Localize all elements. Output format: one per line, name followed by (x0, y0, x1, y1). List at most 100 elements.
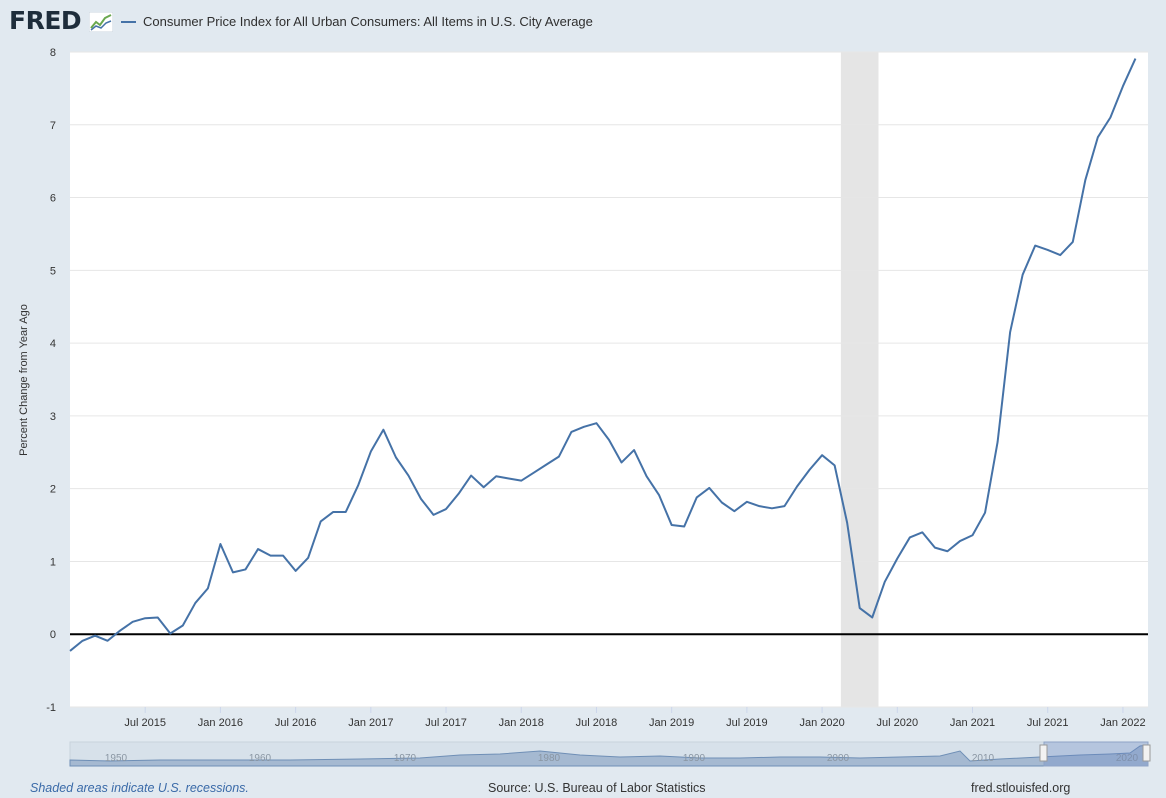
data-point[interactable] (144, 617, 146, 619)
data-point[interactable] (1009, 331, 1011, 333)
data-point[interactable] (646, 475, 648, 477)
data-point[interactable] (1084, 179, 1086, 181)
data-point[interactable] (1122, 85, 1124, 87)
navigator-year-labels: 1950 1960 1970 1980 1990 2000 2010 2020 (105, 753, 1139, 764)
data-point[interactable] (345, 511, 347, 513)
x-tick-label: Jan 2020 (799, 717, 844, 729)
data-point[interactable] (533, 472, 535, 474)
data-point[interactable] (871, 616, 873, 618)
data-point[interactable] (834, 464, 836, 466)
data-point[interactable] (282, 555, 284, 557)
data-point[interactable] (972, 534, 974, 536)
y-tick-label: 1 (50, 556, 56, 568)
data-point[interactable] (508, 477, 510, 479)
fred-logo[interactable]: FRED (9, 6, 82, 35)
data-point[interactable] (445, 508, 447, 510)
data-point[interactable] (783, 505, 785, 507)
data-point[interactable] (433, 514, 435, 516)
data-point[interactable] (558, 456, 560, 458)
data-point[interactable] (307, 557, 309, 559)
data-point[interactable] (207, 587, 209, 589)
data-point[interactable] (708, 487, 710, 489)
data-point[interactable] (1034, 245, 1036, 247)
data-point[interactable] (909, 536, 911, 538)
data-point[interactable] (658, 494, 660, 496)
data-point[interactable] (295, 570, 297, 572)
data-point[interactable] (69, 650, 71, 652)
series-layer (69, 58, 1137, 652)
data-point[interactable] (859, 607, 861, 609)
data-point[interactable] (884, 581, 886, 583)
data-point[interactable] (934, 547, 936, 549)
data-point[interactable] (495, 475, 497, 477)
data-point[interactable] (169, 632, 171, 634)
data-point[interactable] (470, 475, 472, 477)
data-point[interactable] (157, 616, 159, 618)
data-point[interactable] (1109, 117, 1111, 119)
data-point[interactable] (1059, 254, 1061, 256)
data-point[interactable] (420, 498, 422, 500)
data-point[interactable] (959, 540, 961, 542)
navigator-left-handle[interactable] (1039, 744, 1048, 762)
data-point[interactable] (320, 520, 322, 522)
data-point[interactable] (1097, 136, 1099, 138)
data-point[interactable] (758, 505, 760, 507)
data-point[interactable] (608, 439, 610, 441)
data-point[interactable] (182, 624, 184, 626)
data-point[interactable] (1134, 58, 1136, 60)
data-point[interactable] (809, 469, 811, 471)
data-point[interactable] (921, 531, 923, 533)
data-point[interactable] (332, 511, 334, 513)
data-point[interactable] (257, 548, 259, 550)
data-point[interactable] (545, 464, 547, 466)
legend-label[interactable]: Consumer Price Index for All Urban Consu… (143, 14, 593, 29)
fred-logo-graph-icon (89, 12, 113, 32)
navigator-selected-range[interactable] (1043, 741, 1149, 767)
data-point[interactable] (107, 640, 109, 642)
data-point[interactable] (946, 550, 948, 552)
data-point[interactable] (733, 510, 735, 512)
range-navigator[interactable]: 1950 1960 1970 1980 1990 2000 2010 2020 (69, 741, 1151, 767)
data-point[interactable] (846, 522, 848, 524)
data-point[interactable] (997, 441, 999, 443)
data-point[interactable] (132, 621, 134, 623)
fred-url[interactable]: fred.stlouisfed.org (971, 781, 1071, 795)
data-point[interactable] (570, 431, 572, 433)
data-point[interactable] (583, 426, 585, 428)
data-point[interactable] (1072, 241, 1074, 243)
data-point[interactable] (984, 512, 986, 514)
data-point[interactable] (595, 422, 597, 424)
data-point[interactable] (94, 635, 96, 637)
recession-note[interactable]: Shaded areas indicate U.S. recessions. (30, 781, 249, 795)
data-point[interactable] (194, 602, 196, 604)
data-point[interactable] (1047, 249, 1049, 251)
data-point[interactable] (119, 630, 121, 632)
navigator-right-handle[interactable] (1142, 744, 1151, 762)
data-point[interactable] (746, 501, 748, 503)
data-point[interactable] (896, 558, 898, 560)
data-point[interactable] (219, 543, 221, 545)
data-point[interactable] (721, 501, 723, 503)
data-point[interactable] (82, 640, 84, 642)
data-point[interactable] (270, 555, 272, 557)
data-point[interactable] (796, 485, 798, 487)
data-point[interactable] (696, 496, 698, 498)
data-point[interactable] (671, 524, 673, 526)
data-point[interactable] (1022, 274, 1024, 276)
data-point[interactable] (244, 568, 246, 570)
data-point[interactable] (683, 526, 685, 528)
data-point[interactable] (821, 454, 823, 456)
data-point[interactable] (382, 429, 384, 431)
data-point[interactable] (520, 480, 522, 482)
data-point[interactable] (232, 571, 234, 573)
data-point[interactable] (407, 475, 409, 477)
data-point[interactable] (395, 456, 397, 458)
data-point[interactable] (633, 449, 635, 451)
series-line[interactable] (69, 58, 1137, 652)
data-point[interactable] (357, 484, 359, 486)
data-point[interactable] (458, 493, 460, 495)
data-point[interactable] (370, 451, 372, 453)
data-point[interactable] (621, 461, 623, 463)
data-point[interactable] (483, 486, 485, 488)
data-point[interactable] (771, 507, 773, 509)
